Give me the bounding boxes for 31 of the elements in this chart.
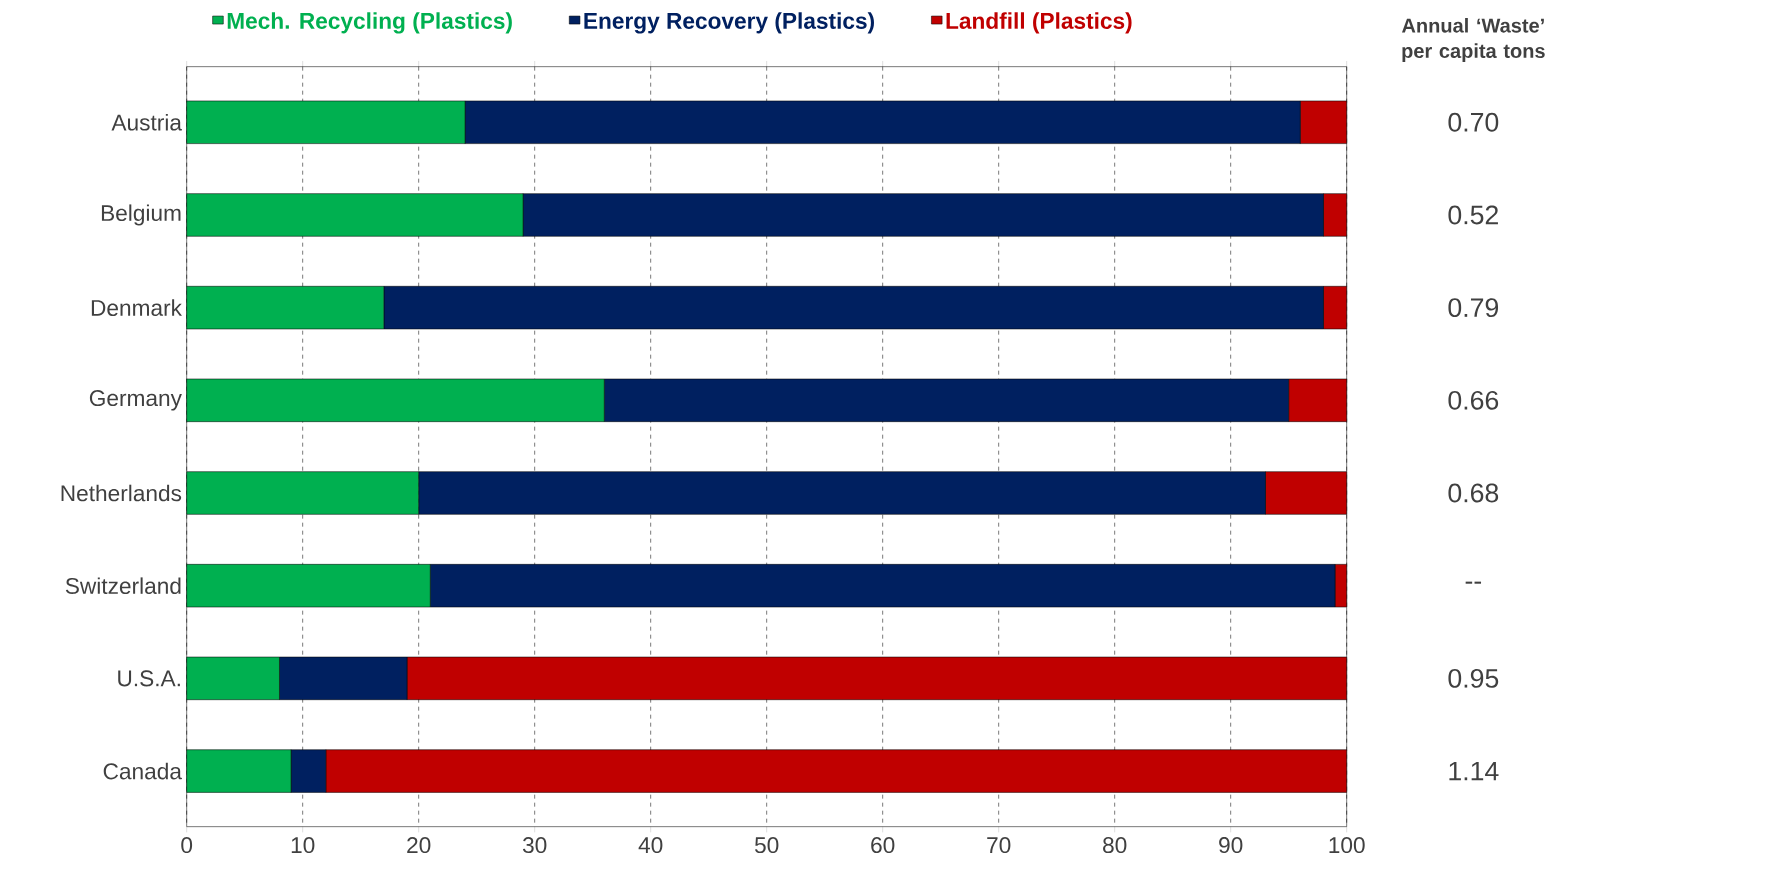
x-tick-label: 0 <box>181 837 193 854</box>
text: 0.95 <box>1448 668 1499 688</box>
x-tick-label: 50 <box>754 837 779 854</box>
text: -- <box>1465 581 1482 584</box>
y-tick-label: Canada <box>103 762 182 780</box>
text: 0.52 <box>1448 205 1498 225</box>
y-tick-label: Netherlands <box>61 484 182 502</box>
legend-label: Landfill (Plastics) <box>946 12 1132 34</box>
x-tick-label: 70 <box>987 837 1011 854</box>
legend-label: Mech. Recycling (Plastics) <box>227 12 512 34</box>
text: Annual ‘Waste’ per capita tons <box>1401 17 1545 62</box>
y-tick-label: U.S.A. <box>118 670 180 687</box>
text: 1.14 <box>1449 761 1499 781</box>
text: 0.68 <box>1448 483 1499 503</box>
legend-label: Energy Recovery (Plastics) <box>584 12 874 34</box>
y-tick-label: Belgium <box>101 204 181 226</box>
x-tick-label: 100 <box>1329 837 1365 854</box>
x-tick-label: 80 <box>1103 837 1127 854</box>
y-tick-label: Germany <box>89 390 182 411</box>
text: 0.70 <box>1448 112 1499 132</box>
x-tick-label: 10 <box>291 837 315 854</box>
y-tick-label: Switzerland <box>65 577 181 595</box>
y-tick-label: Austria <box>111 113 182 131</box>
text: 0.79 <box>1448 298 1499 318</box>
y-tick-label: Denmark <box>91 299 182 316</box>
x-tick-label: 20 <box>407 837 431 854</box>
x-tick-label: 30 <box>522 837 547 854</box>
text: 0.66 <box>1448 390 1499 410</box>
x-tick-label: 40 <box>638 837 663 854</box>
x-tick-label: 90 <box>1219 837 1243 854</box>
x-tick-label: 60 <box>871 837 895 854</box>
